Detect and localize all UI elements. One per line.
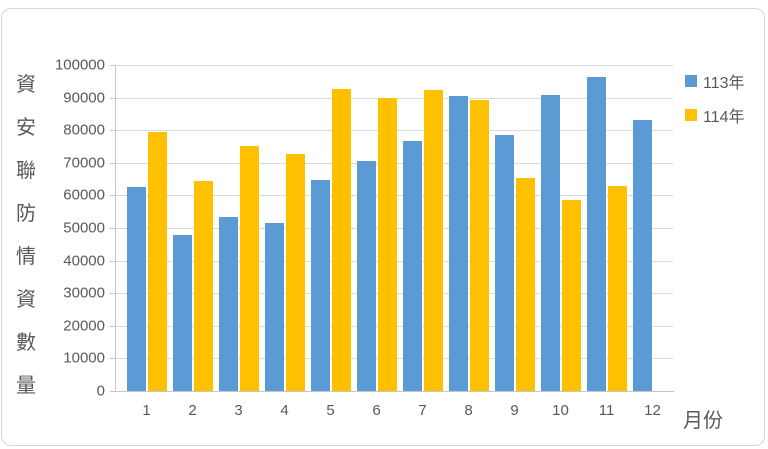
y-tick-label: 20000 [63, 317, 105, 335]
y-axis-title-char: 防 [16, 203, 36, 225]
x-tick-label: 4 [280, 402, 289, 419]
bar-114年-month-10 [561, 200, 581, 391]
y-axis-tick-labels: 0 10000 20000 30000 40000 50000 60000 70000 8000… [38, 57, 105, 400]
bar-113年-month-2 [172, 234, 192, 391]
y-tick-label: 100000 [54, 56, 105, 74]
x-axis-line [115, 391, 674, 392]
gridline [115, 65, 673, 66]
y-tick-label: 90000 [63, 89, 105, 107]
x-tick-label: 2 [188, 402, 197, 419]
bar-114年-month-5 [331, 89, 351, 391]
x-tick-label: 5 [326, 402, 335, 419]
x-tick-label: 7 [418, 402, 427, 419]
bar-114年-month-3 [239, 145, 259, 391]
y-axis-tick [110, 358, 115, 360]
bar-113年-month-8 [448, 95, 468, 391]
legend-label: 114年 [703, 109, 745, 126]
legend-swatch [685, 109, 697, 121]
x-tick-label: 3 [234, 402, 243, 419]
y-axis-tick [110, 97, 115, 99]
x-tick-label: 11 [598, 402, 615, 419]
y-axis-tick [110, 195, 115, 197]
y-axis-tick [110, 162, 115, 164]
y-axis-title-char: 資 [16, 289, 36, 311]
bar-113年-month-5 [310, 179, 330, 391]
y-axis-tick [110, 325, 115, 327]
y-tick-label: 70000 [63, 154, 105, 172]
y-axis-tick [110, 260, 115, 262]
y-axis-title-char: 情 [16, 246, 36, 268]
x-tick-label: 12 [644, 402, 661, 419]
y-axis-title-char: 安 [16, 117, 36, 139]
bar-114年-month-1 [147, 131, 167, 391]
y-axis-tick [110, 130, 115, 132]
legend: 113年 114年 [685, 69, 745, 127]
x-tick-label: 8 [464, 402, 473, 419]
y-axis-tick [110, 228, 115, 229]
y-axis-title-char: 數 [16, 332, 36, 354]
bar-113年-month-10 [540, 95, 560, 391]
gridline [115, 97, 673, 99]
y-axis-line [115, 65, 116, 392]
y-tick-label: 80000 [63, 121, 105, 139]
x-tick-label: 10 [552, 402, 569, 419]
y-axis-title-char: 量 [16, 375, 36, 397]
y-axis-title-char: 聯 [16, 160, 36, 182]
legend-item: 114年 [685, 103, 745, 127]
x-tick-label: 1 [142, 402, 151, 419]
y-axis-tick [110, 65, 115, 66]
y-tick-label: 50000 [63, 219, 105, 237]
x-tick-label: 6 [372, 402, 381, 419]
bar-114年-month-8 [469, 99, 489, 391]
bar-113年-month-12 [632, 119, 652, 391]
bar-114年-month-6 [377, 98, 397, 391]
y-tick-label: 30000 [63, 284, 105, 302]
y-tick-label: 40000 [63, 252, 105, 270]
bar-113年-month-9 [494, 134, 514, 391]
y-tick-label: 10000 [63, 349, 105, 367]
legend-item: 113年 [685, 69, 745, 93]
bar-114年-month-11 [607, 186, 627, 391]
bar-113年-month-7 [402, 140, 422, 391]
bar-113年-month-1 [126, 187, 146, 391]
y-axis-title-char: 資 [16, 74, 36, 96]
plot-area [115, 65, 673, 391]
y-tick-label: 60000 [63, 186, 105, 204]
y-axis-tick [110, 293, 115, 295]
y-tick-label: 0 [96, 382, 105, 400]
y-axis-tick [110, 391, 115, 392]
bar-114年-month-7 [423, 90, 443, 391]
bar-113年-month-3 [218, 216, 238, 391]
bar-113年-month-4 [264, 223, 284, 391]
bar-114年-month-2 [193, 180, 213, 391]
x-axis-title: 月份 [683, 410, 723, 432]
legend-swatch [685, 75, 697, 87]
bar-113年-month-11 [586, 77, 606, 391]
bar-114年-month-9 [515, 178, 535, 391]
y-axis-title: 資安聯防情資數量 [12, 68, 40, 398]
bar-113年-month-6 [356, 160, 376, 391]
bar-114年-month-4 [285, 153, 305, 391]
x-tick-label: 9 [510, 402, 519, 419]
legend-label: 113年 [703, 75, 745, 92]
